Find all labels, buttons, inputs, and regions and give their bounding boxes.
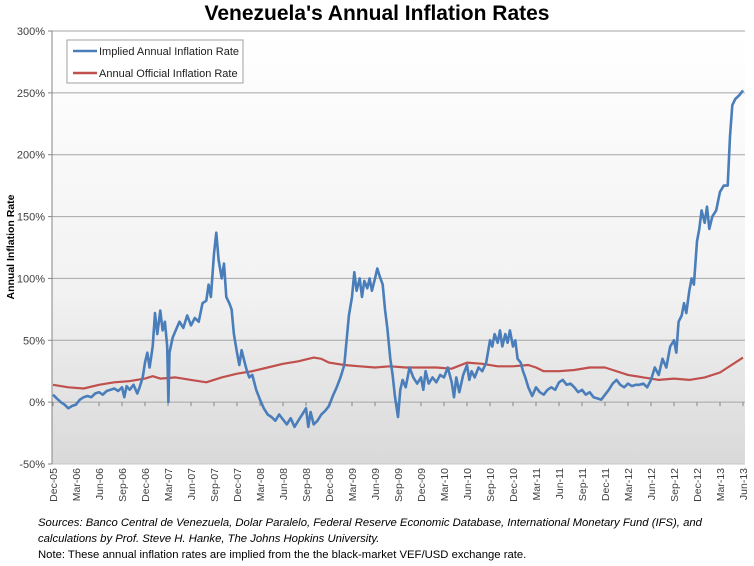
x-tick-label: Jun-13 [738, 468, 750, 500]
x-tick-label: Jun-12 [646, 468, 658, 500]
y-tick-label: 150% [17, 212, 45, 224]
x-tick-label: Dec-08 [324, 468, 336, 502]
x-tick-label: Jun-08 [278, 468, 290, 500]
x-tick-label: Sep-09 [393, 468, 405, 502]
x-tick-label: Jun-06 [94, 468, 106, 500]
y-tick-label: 100% [17, 273, 45, 285]
x-tick-label: Jun-09 [370, 468, 382, 500]
y-tick-label: 250% [17, 88, 45, 100]
x-tick-label: Dec-06 [140, 468, 152, 502]
y-tick-label: 200% [17, 150, 45, 162]
legend: Implied Annual Inflation Rate Annual Off… [66, 39, 244, 84]
y-axis-label: Annual Inflation Rate [5, 194, 17, 299]
sources-text: Sources: Banco Central de Venezuela, Dol… [38, 517, 702, 545]
x-tick-label: Mar-09 [347, 468, 359, 501]
chart-title: Venezuela's Annual Inflation Rates [204, 2, 550, 25]
x-tick-label: Sep-11 [577, 468, 589, 501]
x-axis-ticks: Dec-05 Mar-06 Jun-06 Sep-06 Dec-06 Mar-07 Jun-… [48, 402, 750, 502]
x-tick-label: Mar-07 [163, 468, 175, 501]
x-tick-label: Dec-09 [416, 468, 428, 502]
y-tick-label: -50% [19, 459, 45, 471]
x-tick-label: Mar-12 [623, 468, 635, 501]
x-tick-label: Mar-11 [531, 468, 543, 501]
note-text: Note: These annual inflation rates are i… [38, 549, 527, 561]
series-lines [52, 89, 745, 429]
x-tick-label: Sep-07 [209, 468, 221, 502]
x-tick-label: Dec-10 [508, 468, 520, 502]
x-tick-label: Sep-06 [117, 468, 129, 502]
x-tick-label: Sep-08 [301, 468, 313, 502]
chart-area: -50% 0% 50% 100% 150% 200% 250% 300% Dec-05 Mar-… [5, 26, 750, 502]
x-tick-label: Mar-10 [439, 468, 451, 501]
y-tick-label: 300% [17, 26, 45, 38]
x-tick-label: Jun-07 [186, 468, 198, 500]
legend-box [66, 39, 244, 84]
legend-label-implied: Implied Annual Inflation Rate [99, 46, 239, 58]
series-line-implied [52, 89, 745, 429]
x-tick-label: Sep-12 [669, 468, 681, 502]
y-axis-ticks: -50% 0% 50% 100% 150% 200% 250% 300% [17, 26, 52, 471]
legend-label-official: Annual Official Inflation Rate [99, 68, 238, 80]
x-tick-label: Dec-07 [232, 468, 244, 502]
x-tick-label: Dec-05 [48, 468, 60, 502]
x-tick-label: Dec-12 [692, 468, 704, 502]
x-tick-label: Sep-10 [485, 468, 497, 502]
x-tick-label: Mar-08 [255, 468, 267, 501]
x-tick-label: Mar-13 [715, 468, 727, 501]
x-tick-label: Dec-11 [600, 468, 612, 501]
x-tick-label: Mar-06 [71, 468, 83, 501]
y-tick-label: 0% [29, 397, 45, 409]
x-tick-label: Jun-11 [554, 468, 566, 499]
x-tick-label: Jun-10 [462, 468, 474, 500]
y-tick-label: 50% [23, 335, 45, 347]
